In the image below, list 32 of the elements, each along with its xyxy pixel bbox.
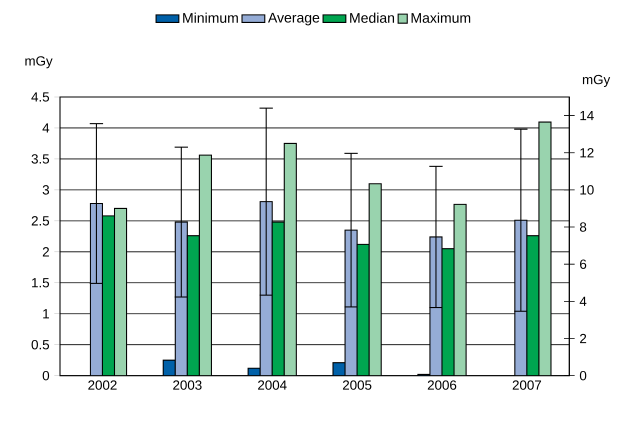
x-tick-label: 2007 xyxy=(512,380,542,390)
y-tick-label: 2.5 xyxy=(32,216,50,226)
y-axis-title: mGy xyxy=(25,56,53,68)
y-tick-label: 4.5 xyxy=(31,92,50,102)
x-tick-label: 2004 xyxy=(258,380,287,390)
y2-tick-label: 14 xyxy=(580,111,594,120)
legend-label: Median xyxy=(350,12,394,24)
x-tick-label: 2002 xyxy=(88,380,117,390)
bar xyxy=(174,222,188,376)
y2-tick-label: 4 xyxy=(580,296,586,306)
x-tick-label: 2006 xyxy=(428,380,456,390)
y-tick-label: 0 xyxy=(42,371,50,381)
y2-tick-label: 10 xyxy=(580,185,594,195)
y2-tick-label: 2 xyxy=(580,334,586,344)
y-tick-label: 1 xyxy=(43,309,49,318)
y2-axis-title: mGy xyxy=(582,75,610,88)
legend-label: Minimum xyxy=(183,12,238,24)
x-tick-label: 2003 xyxy=(173,380,202,390)
y-tick-label: 3 xyxy=(42,185,50,195)
y-tick-label: 4 xyxy=(42,124,50,133)
legend-label: Average xyxy=(268,13,320,26)
y2-tick-label: 6 xyxy=(580,260,586,270)
y2-tick-label: 8 xyxy=(580,222,586,232)
y-tick-label: 3.5 xyxy=(32,154,50,164)
x-tick-label: 2005 xyxy=(342,380,372,390)
bar xyxy=(90,203,103,376)
y2-tick-label: 0 xyxy=(580,371,586,381)
legend-label: Maximum xyxy=(412,12,470,24)
y2-tick-label: 12 xyxy=(580,148,594,158)
y-tick-label: 0.5 xyxy=(32,340,50,350)
y-tick-label: 2 xyxy=(42,247,49,257)
y-tick-label: 1.5 xyxy=(32,278,50,288)
